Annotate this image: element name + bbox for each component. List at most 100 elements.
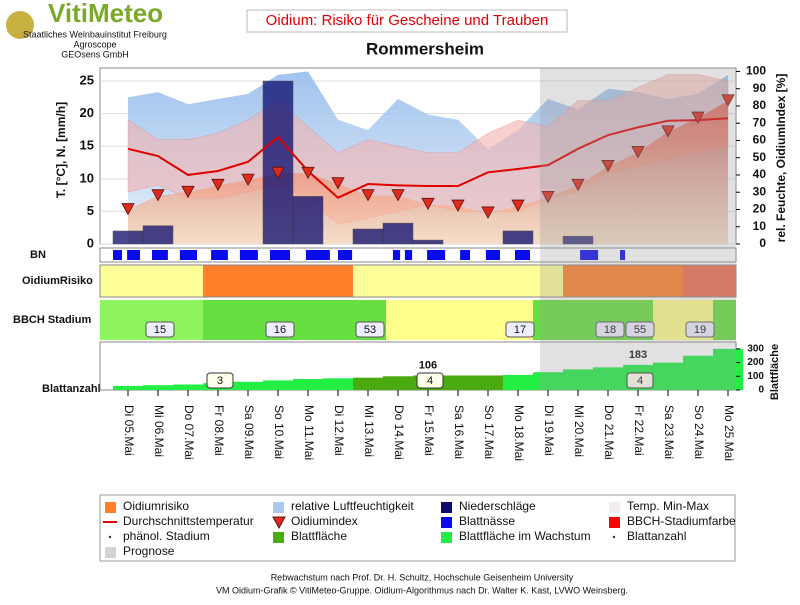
leaf-area-label: 183 [629,349,647,361]
oidium-index-marker [121,203,135,216]
y2-tick-label: 80 [753,98,767,112]
oidium-index-marker [691,111,705,124]
bn-interval [392,250,401,260]
risk-cell [623,265,653,297]
leaf-area-label: 106 [419,359,437,371]
bbch-stage-label: 17 [514,324,526,336]
legend-swatch [609,517,620,528]
leaf-count-label: 4 [427,375,433,387]
y-tick-label: 15 [80,138,94,153]
oidium-index-marker [421,197,435,211]
legend-box [99,494,736,562]
legend-swatch [273,532,284,543]
legend-swatch [105,502,116,513]
leaf-bar [143,385,173,390]
bbch-stage-label: 53 [364,324,376,336]
bn-interval [305,250,330,260]
bn-interval [338,250,353,260]
x-tick-label: So 10.Mai [272,405,286,459]
legend-swatch [108,535,112,539]
risk-cell [353,265,383,297]
oidium-index-marker [721,94,735,107]
y-tick-label: 5 [87,203,94,218]
footer: VM Oidium-Grafik © VitiMeteo-Gruppe. Oid… [216,585,628,595]
y2-tick-label: 40 [753,167,767,181]
bbch-stage-box [145,321,175,338]
rain-bar [112,230,144,245]
leaf-bar [353,377,383,390]
y-tick-label: 0 [87,235,94,250]
legend-swatch [609,502,620,513]
bn-interval [580,250,599,260]
y-axis-label: T. [°C], N. [mm/h] [54,102,68,198]
legend-label: Niederschläge [459,499,536,513]
x-tick-label: Fr 22.Mai [632,405,646,456]
leaf-bar [443,375,473,390]
x-tick-label: Do 14.Mai [392,405,406,460]
oidium-index-marker [451,199,465,212]
bbch-stage-box [355,321,385,338]
leaf-bar [653,362,683,390]
leaf-bar [293,379,323,390]
bbch-stage-label: 18 [604,324,616,336]
org-line: Staatliches Weinbauinstitut Freiburg [23,29,167,39]
panel-label: OidiumRisiko [22,275,93,287]
risk-cell [100,265,143,297]
y2-tick-label: 30 [753,184,767,198]
y2-axis-label: rel. Feuchte, OidiumIndex [%] [774,74,788,243]
panel-label: Blattfläche [769,344,781,400]
risk-cell [653,265,683,297]
risk-cell [533,265,563,297]
bbch-stage-box [505,321,535,338]
oidium-index-marker [301,166,315,180]
leaf-bar [113,385,143,390]
x-tick-label: Mo 25.Mai [722,405,736,461]
bn-interval [211,250,228,260]
leaf-bar [233,381,263,390]
risk-cell [263,265,293,297]
risk-cell [413,265,443,297]
bn-interval [152,250,168,260]
risk-cell [683,265,713,297]
bbch-stage-box [265,321,295,338]
rain-bar [292,196,324,245]
leaf-count-box [206,372,234,389]
panel-label: Blattanzahl [42,383,101,395]
risk-cell [593,265,623,297]
y2-tick-label: 10 [753,219,767,233]
leaf-count-label: 4 [637,375,643,387]
x-tick-label: Sa 16.Mai [452,405,466,459]
rain-bar [412,239,444,245]
leaf-tick-label: 100 [747,371,764,382]
rain-bar [502,230,534,245]
leaf-bar [593,367,623,390]
bn-strip [99,247,737,263]
oidium-index-marker [151,189,165,202]
legend-swatch [273,502,284,513]
risk-cell [473,265,503,297]
oidium-index-marker [271,166,285,180]
leaf-bar [713,348,743,390]
leaf-count-box [416,372,444,389]
risk-cell [503,265,533,297]
bbch-stage-label: 55 [634,324,646,336]
y2-tick-label: 90 [753,81,767,95]
legend-label: phänol. Stadium [123,529,210,543]
bbch-stage-label: 15 [154,324,166,336]
x-tick-label: Di 12.Mai [332,405,346,456]
y2-tick-label: 100 [746,64,766,78]
oidium-index-marker [661,125,675,138]
risk-cell [173,265,203,297]
bbch-stage-box [625,321,655,338]
x-tick-label: Sa 09.Mai [242,405,256,459]
leaf-bar [173,384,203,390]
bbch-stage-label: 16 [274,324,286,336]
legend-swatch [441,502,452,513]
prognose-overlay [539,68,736,390]
bbch-stage-label: 19 [694,324,706,336]
legend-label: Blattfläche im Wachstum [459,529,591,543]
y2-tick-label: 20 [753,202,767,216]
leaf-tick-label: 300 [747,343,764,354]
panel-label: BBCH Stadium [13,314,91,326]
leaf-bar [533,372,563,390]
